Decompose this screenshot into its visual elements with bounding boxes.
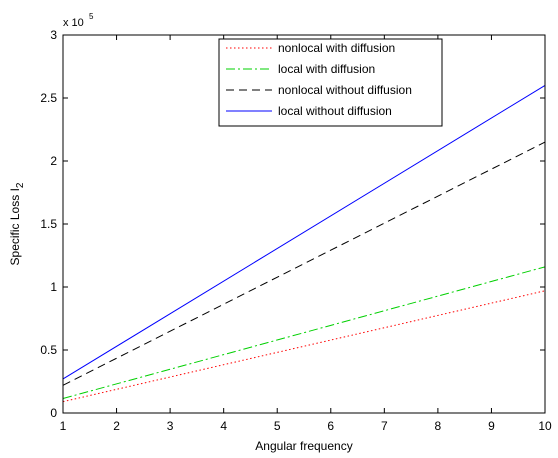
x-tick-label: 5 — [274, 419, 281, 433]
legend-label: local without diffusion — [278, 104, 392, 118]
legend-label: nonlocal with diffusion — [278, 41, 395, 55]
y-axis-label: Specific Loss I2 — [8, 182, 26, 265]
series-line — [62, 290, 546, 403]
x-tick-label: 6 — [327, 419, 334, 433]
series-layer — [62, 84, 546, 403]
series-line — [62, 266, 546, 399]
y-axis-label-main: Specific Loss I2 — [8, 182, 26, 265]
y-tick-label: 0.5 — [40, 343, 57, 357]
y-tick-label: 1 — [50, 280, 57, 294]
y-tick-label: 3 — [50, 28, 57, 42]
x-tick-label: 2 — [113, 419, 120, 433]
x-tick-label: 1 — [60, 419, 67, 433]
series-line — [62, 84, 546, 380]
y-tick-label: 0 — [50, 406, 57, 420]
series-line — [62, 141, 546, 386]
x-tick-label: 7 — [381, 419, 388, 433]
plot-frame — [62, 34, 546, 414]
y-tick-label: 2 — [50, 154, 57, 168]
x-tick-label: 3 — [167, 419, 174, 433]
tick-layer: 1 2 3 4 5 6 7 8 9 10 0 0.5 1 1.5 2 2.5 3 — [40, 28, 552, 433]
x-tick-label: 9 — [488, 419, 495, 433]
x-tick-label: 8 — [435, 419, 442, 433]
legend-label: local with diffusion — [278, 62, 375, 76]
x-axis-label: Angular frequency — [255, 439, 352, 453]
y-exponent-power: 5 — [89, 12, 94, 21]
legend: nonlocal with diffusion local with diffus… — [218, 38, 443, 127]
y-tick-label: 2.5 — [40, 91, 57, 105]
x-tick-label: 4 — [220, 419, 227, 433]
legend-label: nonlocal without diffusion — [278, 83, 412, 97]
legend-items: nonlocal with diffusion local with diffus… — [226, 41, 412, 118]
y-tick-label: 1.5 — [40, 217, 57, 231]
x-tick-label: 10 — [538, 419, 552, 433]
y-exponent-base: x 10 — [63, 17, 84, 29]
